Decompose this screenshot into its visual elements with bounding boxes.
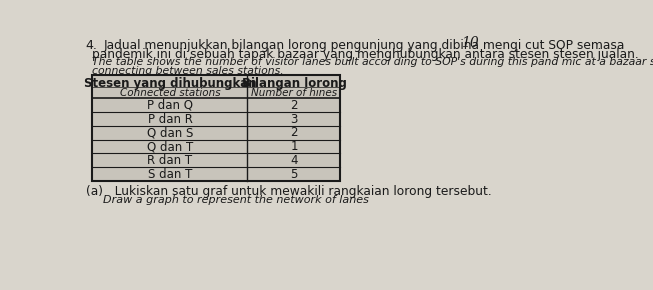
Text: Bilangan lorong: Bilangan lorong [242,77,346,90]
Text: 4: 4 [290,154,298,167]
Text: 4.: 4. [86,39,97,52]
Text: Jadual menunjukkan bilangan lorong pengunjung yang dibina mengi cut SOP semasa: Jadual menunjukkan bilangan lorong pengu… [103,39,625,52]
Text: Number of hınes: Number of hınes [251,88,337,98]
Text: 3: 3 [291,113,298,126]
Text: pandemik ini di sebuah tapak bazaar yang menghubungkan antara stesen stesen jual: pandemik ini di sebuah tapak bazaar yang… [93,48,639,61]
Text: (a)   Lukiskan satu graf untuk mewakili rangkaian lorong tersebut.: (a) Lukiskan satu graf untuk mewakili ra… [86,185,491,198]
Text: S dan T: S dan T [148,168,192,181]
Text: 2: 2 [290,126,298,139]
Text: connecting between sales stations.: connecting between sales stations. [93,66,284,76]
Text: 2: 2 [290,99,298,112]
Text: 5: 5 [291,168,298,181]
Text: The table shows the number of visitor lanes built accoi ding to SOP's during thi: The table shows the number of visitor la… [93,57,653,67]
Text: P dan Q: P dan Q [147,99,193,112]
Text: R dan T: R dan T [148,154,193,167]
Text: 10: 10 [462,36,479,50]
Text: Connected stations: Connected stations [119,88,220,98]
Text: P dan R: P dan R [148,113,193,126]
Text: Stesen yang dihubungkan: Stesen yang dihubungkan [84,77,256,90]
Text: 1: 1 [290,140,298,153]
Bar [93,75,340,181]
Text: Q dan T: Q dan T [147,140,193,153]
Text: Draw a graph to represent the network of lanes: Draw a graph to represent the network of… [103,195,369,205]
Text: Q dan S: Q dan S [147,126,193,139]
